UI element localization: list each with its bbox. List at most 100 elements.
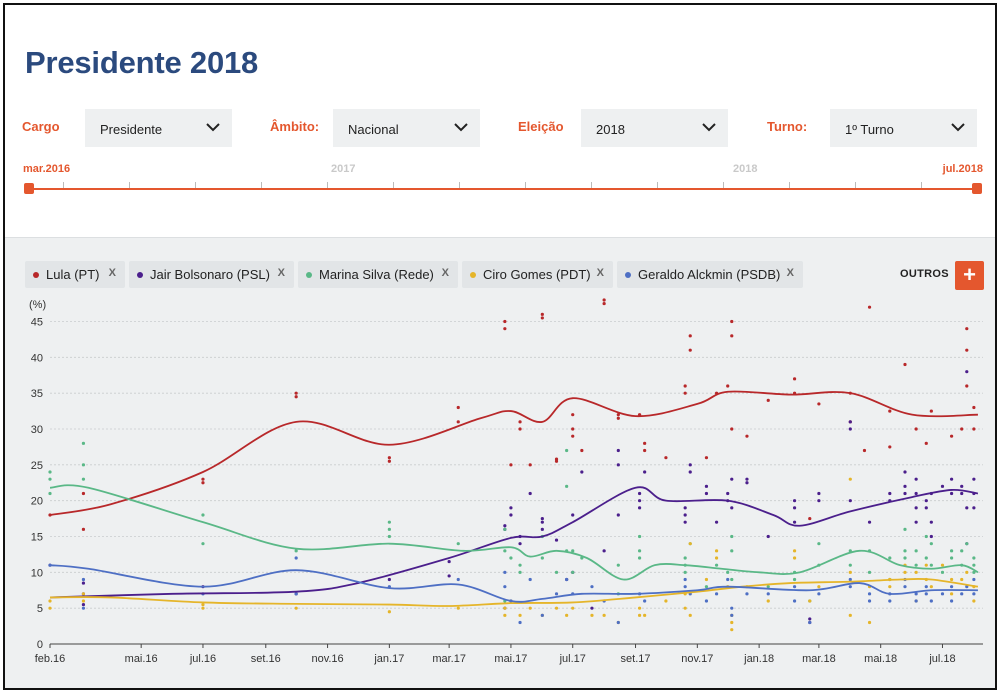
poll-point [949,577,954,582]
legend-chip-alckmin[interactable]: Geraldo Alckmin (PSDB) X [617,261,803,288]
x-tick-label: mar.17 [432,653,466,665]
poll-point [848,499,852,503]
poll-point [914,477,918,481]
poll-point [714,556,719,560]
poll-point [730,606,734,610]
poll-point [704,484,709,488]
legend-dot [306,271,312,278]
remove-candidate-button[interactable]: X [277,267,285,279]
poll-point [518,420,522,424]
poll-point [960,592,964,596]
poll-point [965,327,969,331]
poll-point [637,613,642,617]
legend-dot [470,271,476,278]
poll-point [730,334,734,338]
turno-select[interactable]: 1º Turno [830,109,977,147]
poll-point [81,577,86,582]
poll-point [704,599,709,603]
chart-panel: Lula (PT) X Jair Bolsonaro (PSL) X Marin… [5,237,995,688]
poll-point [929,542,933,546]
poll-point [565,577,569,582]
legend-chip-marina[interactable]: Marina Silva (Rede) X [298,261,458,288]
poll-point [528,491,532,496]
poll-point [949,491,954,496]
poll-point [792,585,797,589]
poll-point [745,592,749,596]
legend-chip-bolsonaro[interactable]: Jair Bolsonaro (PSL) X [129,261,294,288]
x-tick-label: mai.16 [125,653,158,665]
page-title: Presidente 2018 [25,45,259,80]
timeline-tick [63,182,64,188]
poll-point [683,556,687,560]
timeline-tick [459,182,460,188]
cargo-select[interactable]: Presidente [85,109,232,147]
poll-point [704,456,709,460]
timeline-tick [327,182,328,188]
poll-point [571,513,575,517]
remove-candidate-button[interactable]: X [441,267,449,279]
poll-point [571,549,575,553]
remove-candidate-button[interactable]: X [108,267,116,279]
poll-point [509,513,513,517]
ambito-select[interactable]: Nacional [333,109,480,147]
poll-point [745,434,749,438]
poll-point [972,570,976,574]
remove-candidate-button[interactable]: X [786,267,794,279]
poll-point [81,606,86,610]
add-candidate-button[interactable]: + [955,261,984,290]
timeline-start-handle[interactable] [24,183,34,194]
poll-point [294,606,298,610]
poll-point [503,585,507,589]
poll-point [387,534,391,539]
trend-line [49,484,979,581]
poll-point [972,556,976,560]
poll-point [540,520,544,524]
poll-point [554,592,559,596]
poll-point [972,563,976,567]
poll-point [949,549,954,553]
outros-label: OUTROS [900,268,949,280]
poll-point [81,602,86,607]
poll-point [294,556,298,560]
poll-point [81,463,86,467]
poll-point [972,599,976,603]
poll-point [888,491,892,496]
poll-point [808,617,812,621]
poll-point [571,606,575,610]
poll-point [888,409,892,413]
poll-point [81,581,86,585]
poll-point [688,334,692,338]
poll-point [528,463,532,467]
legend-label: Jair Bolsonaro (PSL) [150,267,270,282]
poll-point [867,599,872,603]
date-range-slider[interactable]: mar.2016 2017 2018 jul.2018 [23,160,983,200]
cargo-select-value: Presidente [100,122,163,137]
poll-point [972,427,976,431]
legend-dot [33,271,39,278]
y-tick-label: 5 [37,603,43,615]
poll-point [387,520,391,524]
poll-point [683,513,687,517]
poll-point [565,613,569,617]
poll-point [664,599,668,603]
poll-point [817,499,821,503]
poll-point [540,312,544,316]
poll-point [571,427,575,431]
remove-candidate-button[interactable]: X [596,267,604,279]
legend-chip-ciro[interactable]: Ciro Gomes (PDT) X [462,261,613,288]
poll-point [949,599,954,603]
poll-point [294,395,298,399]
poll-point [48,599,52,603]
legend-dot [625,271,631,278]
eleicao-select[interactable]: 2018 [581,109,728,147]
legend-label: Geraldo Alckmin (PSDB) [638,267,781,282]
x-tick-label: jul.16 [189,653,216,665]
poll-point [528,577,532,582]
poll-point [637,534,642,539]
poll-point [960,549,964,553]
y-tick-label: 40 [31,352,43,364]
poll-point [888,445,892,449]
poll-point [903,549,907,553]
legend-chip-lula[interactable]: Lula (PT) X [25,261,125,288]
timeline-end-handle[interactable] [972,183,982,194]
